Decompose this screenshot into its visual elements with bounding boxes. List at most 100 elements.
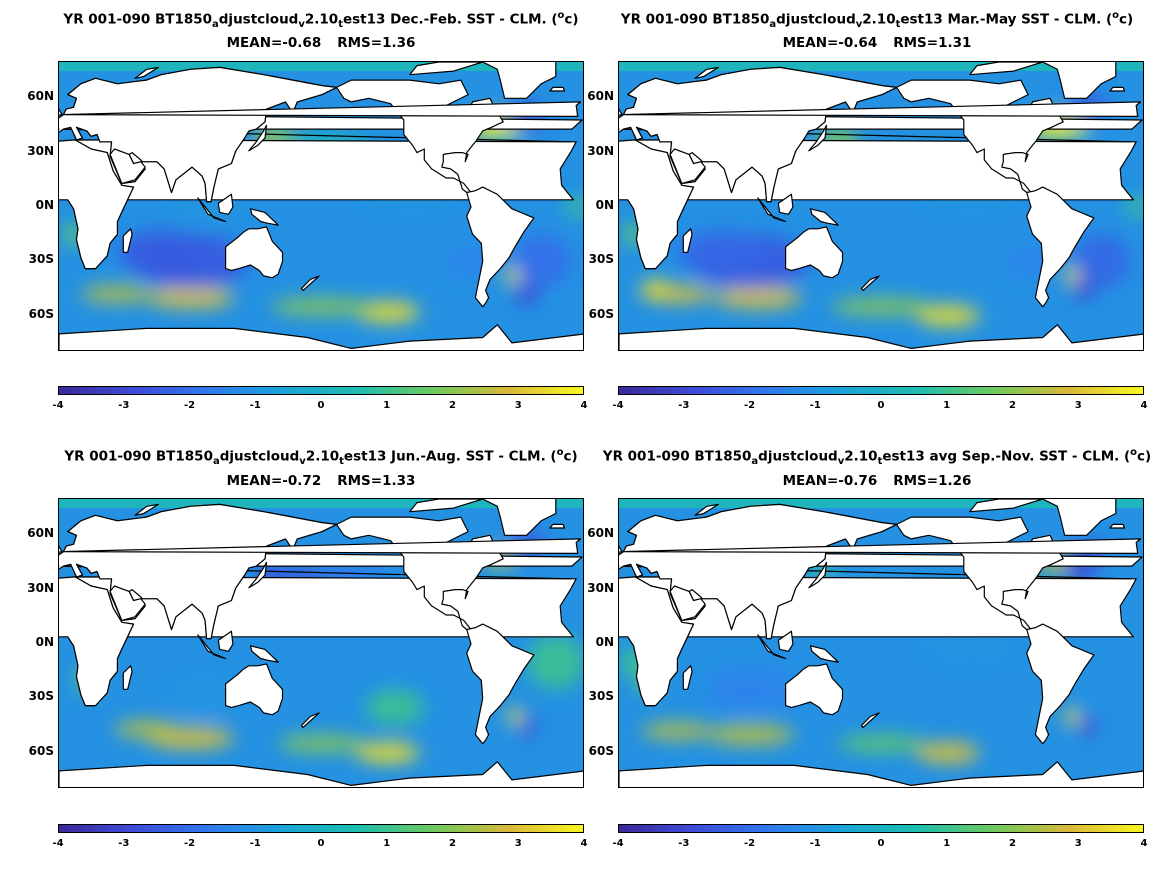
land-mass xyxy=(225,226,284,279)
colorbar-tick-label: -1 xyxy=(249,400,261,411)
land-mass xyxy=(249,208,279,226)
lat-tick-label: 0N xyxy=(595,198,614,212)
panel-title: YR 001-090 BT1850adjustcloudv2.10test13 … xyxy=(64,447,577,467)
land-mass xyxy=(122,665,133,690)
title-sup: o xyxy=(556,447,564,458)
land-mass xyxy=(248,124,268,152)
anomaly-region xyxy=(526,634,583,690)
land-mass xyxy=(59,761,583,787)
arctic-band xyxy=(59,62,583,72)
colorbar-tick-label: 4 xyxy=(1140,400,1148,411)
land-mass xyxy=(785,226,844,279)
panel-title: YR 001-090 BT1850adjustcloudv2.10test13 … xyxy=(63,10,578,30)
colorbar-tick-label: -1 xyxy=(809,838,821,849)
land-mass xyxy=(482,62,557,99)
land-mass xyxy=(197,634,227,660)
lat-tick-label: 30N xyxy=(587,143,614,158)
land-mass xyxy=(757,634,787,660)
land-mass xyxy=(409,499,484,513)
land-mass xyxy=(896,79,1064,194)
panel-stats: MEAN=-0.76 RMS=1.26 xyxy=(783,473,972,489)
land-mass xyxy=(969,62,1044,76)
land-mass xyxy=(248,561,268,589)
title-pre: YR 001-090 BT1850 xyxy=(602,448,752,465)
land-mass xyxy=(225,663,284,716)
title-sub1: a xyxy=(212,456,220,468)
anomaly-region xyxy=(511,234,571,289)
colorbar-tick-label: 4 xyxy=(1140,838,1148,849)
land-mass xyxy=(109,148,146,184)
lat-tick-label: 60S xyxy=(28,743,54,758)
colorbar xyxy=(618,386,1144,395)
sst-anomaly-map xyxy=(618,498,1144,788)
colorbar-tick-label: 4 xyxy=(580,400,588,411)
land-mass xyxy=(809,208,839,226)
colorbar-tick-label: 1 xyxy=(943,400,951,411)
arctic-band xyxy=(619,499,1143,509)
colorbar-tick-label: 1 xyxy=(383,400,391,411)
anomaly-region xyxy=(640,279,671,298)
land-mass xyxy=(1109,86,1126,92)
title-mid2: 2.10 xyxy=(862,11,896,28)
colorbar-tick-label: -2 xyxy=(743,838,756,849)
lat-tick-label: 60N xyxy=(27,526,54,541)
map-canvas xyxy=(59,499,583,787)
land-mass xyxy=(549,86,566,92)
anomaly-region xyxy=(1071,277,1096,300)
anomaly-region xyxy=(1064,707,1080,726)
anomaly-region xyxy=(278,734,366,753)
land-mass xyxy=(1026,186,1095,308)
land-mass xyxy=(1026,623,1095,745)
lat-tick-label: 30N xyxy=(27,580,54,595)
land-mass xyxy=(300,712,320,728)
mean-value: MEAN=-0.76 xyxy=(782,473,878,489)
title-post: est13 Dec.-Feb. SST - CLM. ( xyxy=(342,11,558,28)
title-sub2: v xyxy=(298,19,305,31)
panel-stats: MEAN=-0.72 RMS=1.33 xyxy=(227,473,416,489)
lat-tick-label: 60N xyxy=(27,89,54,104)
land-mass xyxy=(619,108,623,116)
title-sup: o xyxy=(1130,447,1138,458)
rms-value: RMS=1.33 xyxy=(337,473,416,489)
land-mass xyxy=(217,193,234,215)
panel-title: YR 001-090 BT1850adjustcloudv2.10test13 … xyxy=(621,10,1133,30)
title-sub3: t xyxy=(895,19,901,31)
panel-title: YR 001-090 BT1850adjustcloudv2.10test13 … xyxy=(603,447,1151,467)
lat-tick-label: 30S xyxy=(28,689,54,704)
title-pre: YR 001-090 BT1850 xyxy=(63,11,213,28)
land-mass xyxy=(669,148,706,184)
land-mass xyxy=(1042,62,1117,99)
land-mass xyxy=(409,62,484,76)
land-mass xyxy=(109,585,146,621)
rms-value: RMS=1.36 xyxy=(337,35,416,51)
colorbar xyxy=(58,824,584,833)
sst-anomaly-map xyxy=(58,498,584,788)
anomaly-region xyxy=(1064,266,1080,285)
land-mass xyxy=(619,761,1143,787)
colorbar-tick-label: -4 xyxy=(612,400,624,411)
land-mass xyxy=(59,108,63,116)
lat-tick-label: 60N xyxy=(587,526,614,541)
colorbar-tick-label: 4 xyxy=(580,838,588,849)
title-sub1: a xyxy=(212,19,219,31)
colorbar-tick-label: 0 xyxy=(877,400,885,411)
land-mass xyxy=(59,545,63,553)
land-mass xyxy=(896,516,1064,631)
title-post: est13 Jun.-Aug. SST - CLM. ( xyxy=(343,448,557,465)
lat-tick-label: 0N xyxy=(35,635,54,649)
colorbar-tick-label: 2 xyxy=(449,400,456,411)
lat-tick-label: 60S xyxy=(588,743,614,758)
rms-value: RMS=1.26 xyxy=(893,473,972,489)
colorbar-tick-label: -4 xyxy=(52,838,64,849)
colorbar-tick-label: -3 xyxy=(118,400,130,411)
mean-value: MEAN=-0.68 xyxy=(226,35,322,51)
panel-stats: MEAN=-0.64 RMS=1.31 xyxy=(783,35,972,51)
land-mass xyxy=(482,499,557,536)
colorbar-tick-label: 2 xyxy=(449,838,456,849)
anomaly-region xyxy=(706,667,795,712)
colorbar-tick-label: -1 xyxy=(249,838,261,849)
anomaly-region xyxy=(677,230,766,275)
title-mid2: 2.10 xyxy=(844,448,878,465)
mean-value: MEAN=-0.72 xyxy=(226,473,322,489)
colorbar-tick-label: -3 xyxy=(678,400,690,411)
